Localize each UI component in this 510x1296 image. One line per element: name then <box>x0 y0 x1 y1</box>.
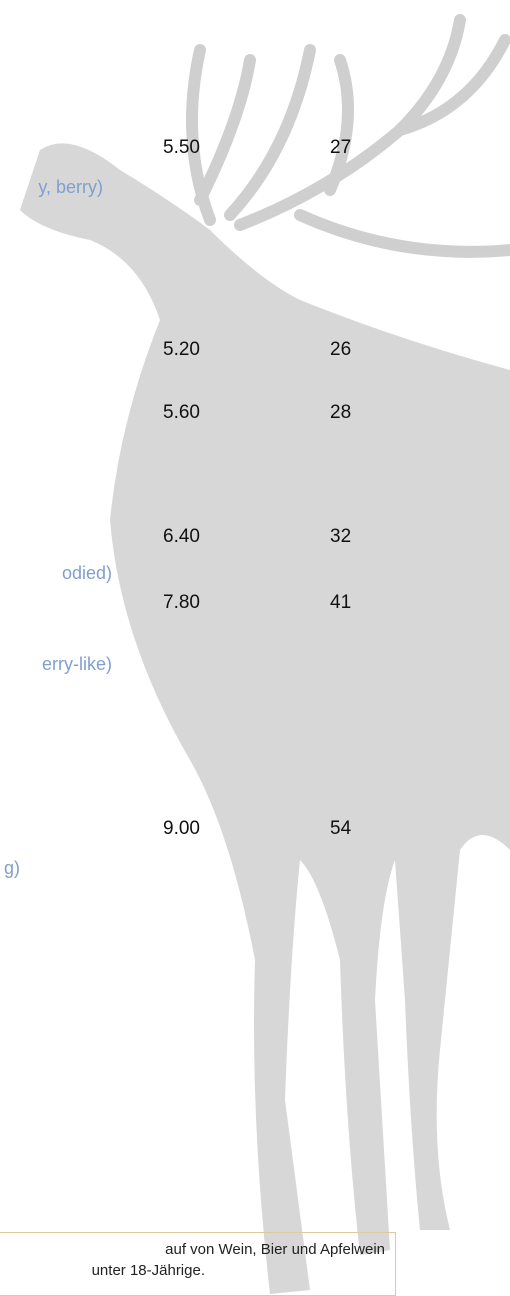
price-small: 9.00 <box>163 818 200 840</box>
price-bottle: 27 <box>330 137 351 159</box>
price-small: 6.40 <box>163 526 200 548</box>
notice-line: unter 18-Jährige. <box>92 1262 205 1279</box>
page: html, body { margin: 0; padding: 0; } bo… <box>0 0 510 1294</box>
antler <box>200 60 250 200</box>
notice-line: auf von Wein, Bier und Apfelwein <box>165 1241 385 1258</box>
price-small: 5.20 <box>163 339 200 361</box>
wine-note: y, berry) <box>38 176 103 198</box>
price-small: 7.80 <box>163 592 200 614</box>
menu-page: 5.50 27 y, berry) 5.20 26 5.60 28 6.40 3… <box>0 0 510 1294</box>
price-bottle: 28 <box>330 402 351 424</box>
antler <box>300 215 510 252</box>
price-bottle: 41 <box>330 592 351 614</box>
wine-note: g) <box>4 857 20 879</box>
price-bottle: 32 <box>330 526 351 548</box>
deer-silhouette <box>20 143 510 1294</box>
antlers <box>192 20 510 252</box>
age-notice: auf von Wein, Bier und Apfelwein unter 1… <box>0 1232 396 1296</box>
wine-note: erry-like) <box>42 653 112 675</box>
price-bottle: 26 <box>330 339 351 361</box>
wine-note: odied) <box>62 562 112 584</box>
price-small: 5.50 <box>163 137 200 159</box>
price-small: 5.60 <box>163 402 200 424</box>
price-bottle: 54 <box>330 818 351 840</box>
